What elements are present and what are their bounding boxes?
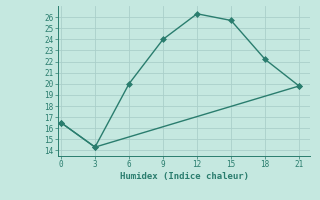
X-axis label: Humidex (Indice chaleur): Humidex (Indice chaleur) — [119, 172, 249, 181]
